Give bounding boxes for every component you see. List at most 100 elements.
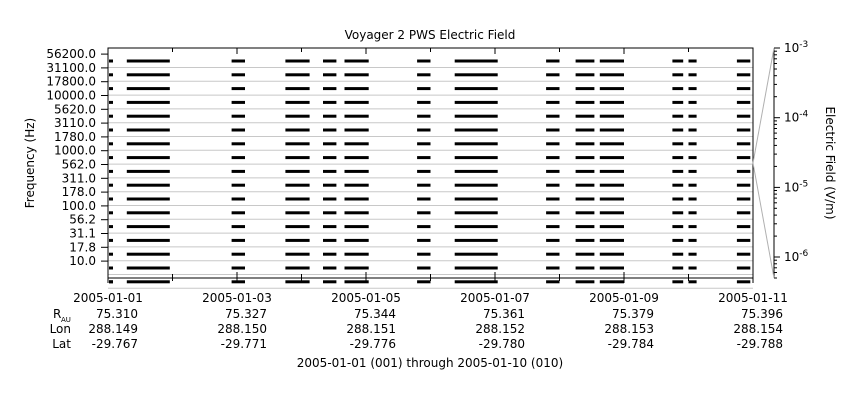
- data-segment: [126, 128, 170, 132]
- data-segment: [231, 114, 245, 118]
- colorbar-tick-label: 10-3: [784, 40, 808, 55]
- data-segment: [126, 142, 170, 146]
- data-segment: [454, 142, 498, 146]
- data-segment: [736, 238, 751, 242]
- data-segment: [285, 280, 310, 284]
- ephem-value: 288.153: [604, 322, 654, 336]
- data-segment: [344, 100, 369, 104]
- data-segment: [323, 100, 337, 104]
- data-segment: [688, 197, 697, 201]
- data-segment: [672, 225, 684, 229]
- data-segment: [672, 183, 684, 187]
- data-segment: [417, 73, 431, 77]
- data-segment: [344, 280, 369, 284]
- ephem-value: 75.327: [225, 307, 267, 321]
- data-segment: [736, 211, 751, 215]
- data-segment: [575, 128, 595, 132]
- data-segment: [285, 266, 310, 270]
- data-segment: [454, 252, 498, 256]
- data-segment: [344, 225, 369, 229]
- ephem-row-label-lat: Lat: [52, 337, 71, 351]
- data-segment: [575, 169, 595, 173]
- data-segment: [599, 142, 624, 146]
- data-segment: [546, 156, 560, 160]
- data-segment: [575, 280, 595, 284]
- data-segment: [575, 252, 595, 256]
- ephem-row-label-rau: R: [53, 307, 61, 321]
- data-segment: [546, 128, 560, 132]
- plot-frame: [107, 47, 754, 279]
- data-segment: [575, 225, 595, 229]
- data-segment: [323, 128, 337, 132]
- data-segment: [231, 211, 245, 215]
- data-segment: [599, 73, 624, 77]
- data-segment: [454, 156, 498, 160]
- data-segment: [672, 238, 684, 242]
- x-tick-label: 2005-01-09: [589, 291, 659, 305]
- data-segment: [323, 238, 337, 242]
- data-segment: [688, 100, 697, 104]
- colorbar: 10-3 10-4 10-5 10-6: [752, 40, 809, 279]
- ephem-value: 288.154: [733, 322, 783, 336]
- data-segment: [344, 169, 369, 173]
- ephem-value: 75.361: [483, 307, 525, 321]
- data-segment: [417, 114, 431, 118]
- data-segment: [599, 280, 624, 284]
- ephem-value: 75.396: [741, 307, 783, 321]
- data-segment: [344, 128, 369, 132]
- data-segment: [546, 142, 560, 146]
- data-segment: [454, 280, 498, 284]
- data-segment: [672, 142, 684, 146]
- date-range-footer: 2005-01-01 (001) through 2005-01-10 (010…: [297, 356, 563, 370]
- data-segment: [736, 266, 751, 270]
- data-segment: [231, 73, 245, 77]
- data-segment: [672, 100, 684, 104]
- data-segment: [126, 114, 170, 118]
- data-segment: [599, 183, 624, 187]
- ephem-value: 288.150: [217, 322, 267, 336]
- data-segment: [231, 280, 245, 284]
- data-segment: [599, 211, 624, 215]
- data-segment: [344, 197, 369, 201]
- data-segment: [417, 238, 431, 242]
- data-segment: [575, 156, 595, 160]
- data-segment: [231, 59, 245, 63]
- ephem-value: -29.776: [350, 337, 396, 351]
- data-segment: [231, 266, 245, 270]
- data-segment: [231, 100, 245, 104]
- data-segment: [688, 59, 697, 63]
- data-segment: [231, 225, 245, 229]
- data-segment: [285, 197, 310, 201]
- chart-title: Voyager 2 PWS Electric Field: [345, 28, 516, 42]
- data-segment: [575, 73, 595, 77]
- data-segment: [231, 142, 245, 146]
- data-segment: [575, 114, 595, 118]
- data-segment: [285, 252, 310, 256]
- data-segment: [599, 197, 624, 201]
- y-tick-label: 17800.0: [46, 75, 96, 89]
- data-segment: [344, 73, 369, 77]
- data-segment: [126, 225, 170, 229]
- data-segment: [285, 156, 310, 160]
- ephem-value: 288.151: [346, 322, 396, 336]
- data-segment: [231, 128, 245, 132]
- y-tick-label: 10000.0: [46, 89, 96, 103]
- data-segment: [126, 156, 170, 160]
- data-segment: [344, 142, 369, 146]
- data-segment: [672, 211, 684, 215]
- data-segment: [688, 238, 697, 242]
- data-segment: [126, 280, 170, 284]
- data-segment: [546, 59, 560, 63]
- data-segment: [599, 225, 624, 229]
- data-segment: [285, 114, 310, 118]
- data-segment: [736, 59, 751, 63]
- colorbar-tick-label: 10-6: [784, 249, 809, 264]
- data-segment: [417, 156, 431, 160]
- data-segment: [736, 114, 751, 118]
- data-segment: [323, 73, 337, 77]
- y-tick-label: 31.1: [69, 227, 96, 241]
- data-segment: [575, 183, 595, 187]
- data-segment: [599, 169, 624, 173]
- data-segment: [546, 183, 560, 187]
- data-segment: [344, 266, 369, 270]
